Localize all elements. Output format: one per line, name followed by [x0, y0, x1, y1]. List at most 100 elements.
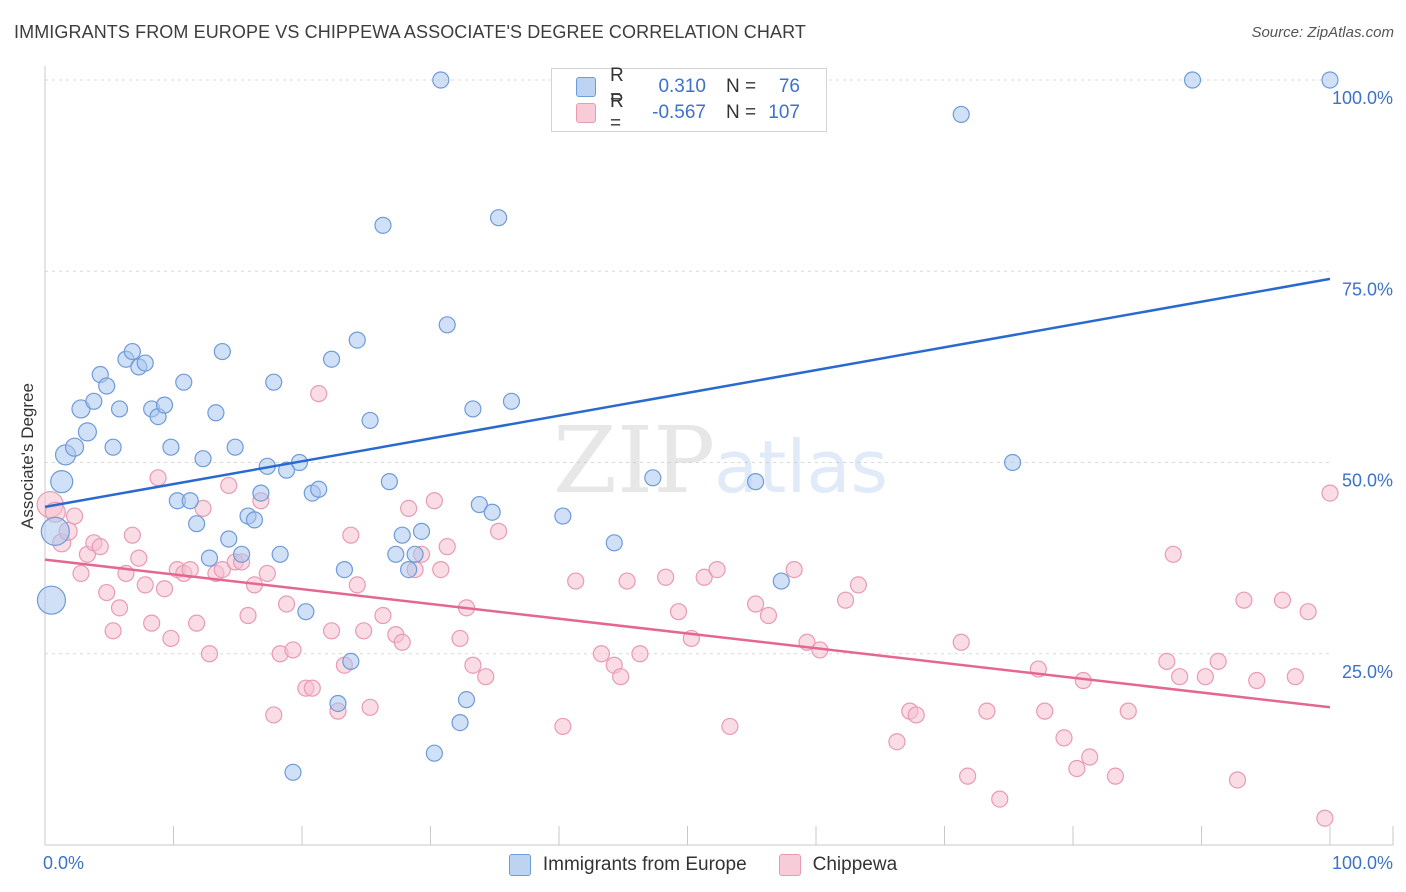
tick-labels: 25.0% 50.0% 75.0% 100.0% 0.0% 100.0%	[43, 88, 1393, 873]
legend-n-label: N =	[726, 102, 757, 123]
point-chippewa	[258, 564, 276, 583]
point-chippewa	[959, 767, 977, 785]
point-chippewa	[303, 679, 321, 697]
point-chippewa	[991, 790, 1009, 808]
point-europe	[490, 209, 508, 227]
point-chippewa	[110, 599, 129, 617]
trend-line-chippewa	[44, 558, 1331, 709]
point-chippewa	[785, 560, 803, 579]
legend-swatch-europe	[508, 854, 531, 876]
point-chippewa	[194, 499, 212, 517]
legend-row-europe: R = 0.310 N = 76	[576, 65, 800, 108]
watermark-zip: ZIP	[553, 407, 715, 514]
point-europe	[77, 422, 98, 442]
point-chippewa	[1081, 748, 1099, 766]
source-credit: Source: ZipAtlas.com	[1251, 24, 1394, 41]
point-chippewa	[310, 385, 328, 403]
legend-swatch-chippewa	[576, 103, 596, 123]
point-chippewa	[393, 633, 411, 651]
point-chippewa	[657, 568, 675, 586]
chart-title: IMMIGRANTS FROM EUROPE VS CHIPPEWA ASSOC…	[14, 22, 806, 42]
point-chippewa	[1164, 545, 1182, 563]
point-chippewa	[618, 572, 636, 590]
point-chippewa	[355, 622, 373, 640]
point-europe	[136, 354, 154, 372]
point-europe	[412, 522, 431, 540]
point-europe	[40, 516, 70, 546]
point-chippewa	[888, 733, 906, 751]
point-chippewa	[631, 645, 649, 663]
legend-item-chippewa[interactable]: Chippewa	[778, 854, 897, 876]
point-chippewa	[181, 560, 199, 579]
point-europe	[110, 400, 129, 418]
point-chippewa	[759, 606, 778, 625]
point-europe	[380, 473, 398, 491]
point-chippewa	[1228, 771, 1247, 789]
point-chippewa	[1158, 652, 1176, 671]
x-tick-label-min: 0.0%	[43, 853, 84, 873]
point-chippewa	[136, 576, 154, 594]
point-europe	[425, 744, 443, 762]
point-europe	[387, 545, 405, 563]
point-chippewa	[213, 560, 231, 579]
point-chippewa	[1273, 591, 1292, 609]
point-europe	[322, 350, 341, 368]
point-chippewa	[849, 576, 868, 594]
point-chippewa	[1068, 759, 1086, 778]
point-chippewa	[747, 595, 765, 613]
point-europe	[85, 392, 103, 410]
point-europe	[188, 515, 206, 533]
legend-swatch-europe	[576, 77, 596, 97]
point-europe	[104, 438, 122, 456]
point-europe	[200, 549, 219, 567]
point-chippewa	[91, 538, 109, 556]
point-europe	[335, 560, 354, 579]
point-chippewa	[836, 591, 855, 609]
point-europe	[220, 530, 238, 548]
point-chippewa	[104, 622, 122, 640]
point-chippewa	[130, 549, 148, 567]
point-chippewa	[220, 476, 238, 495]
point-europe	[772, 572, 790, 590]
point-europe	[207, 404, 225, 422]
x-tick-label-max: 100.0%	[1332, 853, 1393, 873]
point-chippewa	[188, 614, 206, 632]
point-chippewa	[1235, 591, 1253, 609]
point-europe	[155, 396, 174, 414]
point-europe	[162, 438, 180, 456]
point-chippewa	[265, 706, 283, 724]
point-europe	[1004, 453, 1022, 472]
y-tick-label: 100.0%	[1332, 88, 1393, 108]
point-chippewa	[1036, 702, 1054, 720]
point-europe	[265, 373, 283, 391]
point-chippewa	[432, 560, 450, 579]
point-europe	[393, 526, 411, 544]
point-europe	[36, 585, 67, 615]
y-tick-label: 75.0%	[1342, 279, 1393, 299]
point-europe	[98, 377, 116, 395]
point-chippewa	[1321, 484, 1339, 502]
point-chippewa	[200, 645, 219, 663]
legend-item-europe[interactable]: Immigrants from Europe	[508, 854, 747, 876]
point-europe	[644, 469, 662, 487]
axes	[44, 66, 1394, 846]
legend-r-value-chippewa: -0.567	[652, 102, 706, 123]
point-chippewa	[1248, 671, 1266, 690]
point-europe	[483, 503, 501, 521]
point-europe	[271, 545, 289, 563]
point-chippewa	[438, 538, 456, 556]
point-europe	[457, 691, 476, 709]
point-europe	[194, 450, 212, 468]
legend-r-label: R =	[610, 65, 624, 108]
point-chippewa	[1055, 729, 1073, 747]
point-chippewa	[1286, 668, 1304, 686]
point-europe	[451, 713, 469, 732]
point-europe	[50, 470, 74, 494]
point-europe	[342, 652, 360, 671]
point-europe	[361, 411, 379, 430]
point-chippewa	[907, 706, 925, 724]
point-chippewa	[162, 629, 180, 648]
point-europe	[400, 560, 418, 579]
point-europe	[175, 373, 193, 391]
point-chippewa	[322, 622, 341, 640]
